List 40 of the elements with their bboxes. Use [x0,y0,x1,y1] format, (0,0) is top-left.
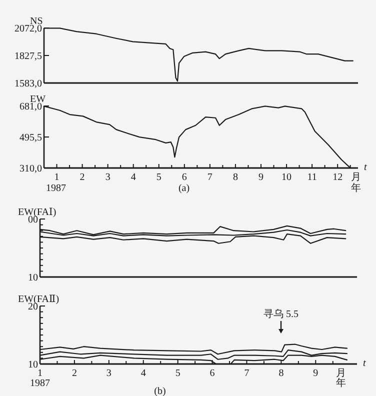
text: 年 [336,377,346,389]
x-tick-label: 9 [313,368,318,379]
y-tick-label: 310,0 [20,164,42,174]
x-axis-title: t [363,358,366,369]
x-tick-label: 2 [80,172,85,183]
y-tick-label: 2072,0 [14,24,42,34]
x-tick-label: 9 [258,172,264,183]
x-tick-label: 8 [232,172,238,183]
x-tick-label: 5 [175,368,180,379]
text: (b) [154,386,166,396]
x-tick-label: 10 [282,172,292,183]
text: (a) [178,183,190,194]
x-tick-label: 6 [210,368,215,379]
y-tick-label: 10 [28,360,38,370]
x-tick-label: 3 [105,172,110,183]
x-axis-title: t [364,162,367,173]
y-tick-label: 10 [28,272,38,284]
x-tick-label: 3 [106,368,112,379]
x-tick-label: 1 [38,368,42,379]
x-tick-label: 11 [307,172,317,183]
x-tick-label: 2 [72,368,77,379]
y-tick-label: 1827,5 [14,51,42,62]
text: 1987 [30,378,50,389]
x-tick-label: 1 [54,172,60,183]
x-tick-label: 8 [278,368,284,379]
y-tick-label: 1583,0 [14,78,42,90]
y-tick-label: 495,5 [20,132,42,144]
text: 月 [336,368,346,379]
text: 月 [351,172,361,183]
x-tick-label: 5 [156,172,162,183]
text: 1987 [46,183,66,194]
x-tick-label: 6 [182,172,187,183]
x-tick-label: 4 [130,172,136,183]
y-tick-label: 681,0 [20,102,42,112]
x-tick-label: 4 [140,368,146,379]
x-tick-label: 7 [207,172,212,183]
x-tick-label: 12 [332,172,343,183]
annotation: 寻乌 5.5 [264,308,298,320]
x-tick-label: 7 [244,368,250,379]
text: 年 [351,182,361,194]
